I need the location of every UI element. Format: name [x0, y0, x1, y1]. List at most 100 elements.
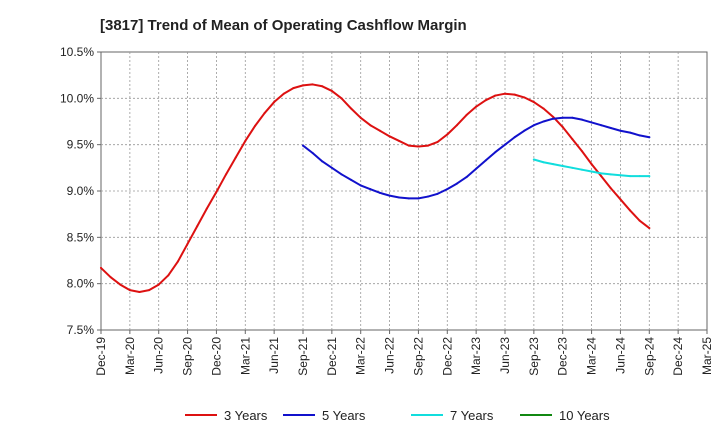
data-point-3-years	[475, 105, 478, 108]
data-point-5-years	[475, 167, 478, 170]
data-point-5-years	[321, 160, 324, 163]
x-tick-label: Sep-23	[527, 337, 541, 376]
x-tick-label: Sep-22	[411, 337, 425, 376]
x-tick-label: Jun-23	[498, 337, 512, 374]
data-point-5-years	[648, 136, 651, 139]
data-point-3-years	[350, 107, 353, 110]
data-point-3-years	[494, 94, 497, 97]
data-point-5-years	[532, 124, 535, 127]
legend-item-5-years: 5 Years	[283, 408, 366, 423]
data-point-3-years	[253, 125, 256, 128]
x-tick-label: Dec-24	[671, 337, 685, 376]
data-point-5-years	[330, 166, 333, 169]
data-point-3-years	[282, 92, 285, 95]
data-point-3-years	[552, 115, 555, 118]
data-point-5-years	[523, 129, 526, 132]
data-point-3-years	[119, 283, 122, 286]
plot-area	[100, 51, 708, 331]
x-tick-label: Mar-25	[700, 337, 714, 375]
data-point-3-years	[311, 83, 314, 86]
data-point-3-years	[292, 87, 295, 90]
x-tick-label: Jun-22	[383, 337, 397, 374]
data-point-3-years	[244, 139, 247, 142]
data-point-7-years	[629, 175, 632, 178]
x-tick-label: Mar-23	[469, 337, 483, 375]
data-point-3-years	[234, 156, 237, 159]
x-tick-label: Dec-21	[325, 337, 339, 376]
data-point-5-years	[388, 194, 391, 197]
data-point-3-years	[263, 112, 266, 115]
y-tick-label: 9.0%	[67, 184, 95, 198]
legend: 3 Years 5 Years 7 Years 10 Years	[185, 408, 610, 423]
data-point-3-years	[427, 144, 430, 147]
data-point-7-years	[532, 158, 535, 161]
data-point-3-years	[455, 124, 458, 127]
data-point-3-years	[398, 139, 401, 142]
data-point-3-years	[417, 145, 420, 148]
y-tick-label: 7.5%	[67, 323, 95, 337]
series-5-years	[302, 116, 651, 200]
y-tick-label: 9.5%	[67, 138, 95, 152]
data-point-7-years	[638, 175, 641, 178]
data-point-3-years	[484, 99, 487, 102]
x-tick-label: Dec-23	[556, 337, 570, 376]
data-point-3-years	[167, 274, 170, 277]
data-point-5-years	[561, 116, 564, 119]
data-point-3-years	[109, 276, 112, 279]
data-point-5-years	[580, 118, 583, 121]
data-point-3-years	[465, 114, 468, 117]
data-point-3-years	[100, 266, 102, 269]
data-point-5-years	[504, 143, 506, 146]
data-point-3-years	[138, 291, 141, 294]
data-point-3-years	[157, 283, 160, 286]
data-point-3-years	[561, 126, 564, 129]
data-point-3-years	[436, 140, 439, 143]
data-point-5-years	[552, 117, 555, 120]
data-point-7-years	[580, 168, 583, 171]
data-point-3-years	[571, 138, 574, 141]
series-layer	[100, 83, 651, 294]
data-point-3-years	[186, 242, 189, 245]
grid	[101, 52, 707, 330]
data-point-5-years	[436, 192, 439, 195]
data-point-3-years	[600, 175, 603, 178]
data-point-5-years	[590, 121, 593, 124]
data-point-3-years	[330, 89, 333, 92]
data-point-3-years	[580, 150, 583, 153]
x-tick-label: Mar-24	[585, 337, 599, 375]
data-point-3-years	[340, 97, 343, 100]
x-tick-label: Mar-21	[238, 337, 252, 375]
data-point-5-years	[378, 191, 381, 194]
data-point-7-years	[609, 173, 612, 176]
x-tick-label: Sep-21	[296, 337, 310, 376]
x-tick-label: Dec-22	[440, 337, 454, 376]
x-tick-label: Dec-20	[209, 337, 223, 376]
data-point-3-years	[648, 227, 651, 230]
data-point-3-years	[196, 225, 199, 228]
data-point-5-years	[494, 151, 497, 154]
data-point-5-years	[455, 182, 458, 185]
legend-label-3-years: 3 Years	[224, 408, 268, 423]
data-point-3-years	[321, 85, 324, 88]
legend-label-5-years: 5 Years	[322, 408, 366, 423]
data-point-5-years	[542, 120, 545, 123]
data-point-7-years	[571, 166, 574, 169]
data-point-3-years	[638, 219, 641, 222]
y-tick-label: 8.5%	[67, 230, 95, 244]
data-point-5-years	[350, 178, 353, 181]
data-point-7-years	[590, 170, 593, 173]
x-axis: Dec-19 Mar-20 Jun-20 Sep-20 Dec-20 Mar-21 Jun-…	[94, 330, 714, 376]
data-point-5-years	[359, 184, 362, 187]
data-point-3-years	[128, 289, 131, 292]
data-point-7-years	[552, 163, 555, 166]
x-tick-label: Jun-21	[267, 337, 281, 374]
data-point-3-years	[619, 198, 622, 201]
legend-item-7-years: 7 Years	[411, 408, 494, 423]
data-point-3-years	[609, 187, 612, 190]
data-point-3-years	[302, 84, 304, 87]
data-point-3-years	[504, 92, 506, 95]
data-point-7-years	[561, 164, 564, 167]
data-point-5-years	[638, 134, 641, 137]
legend-label-10-years: 10 Years	[559, 408, 610, 423]
